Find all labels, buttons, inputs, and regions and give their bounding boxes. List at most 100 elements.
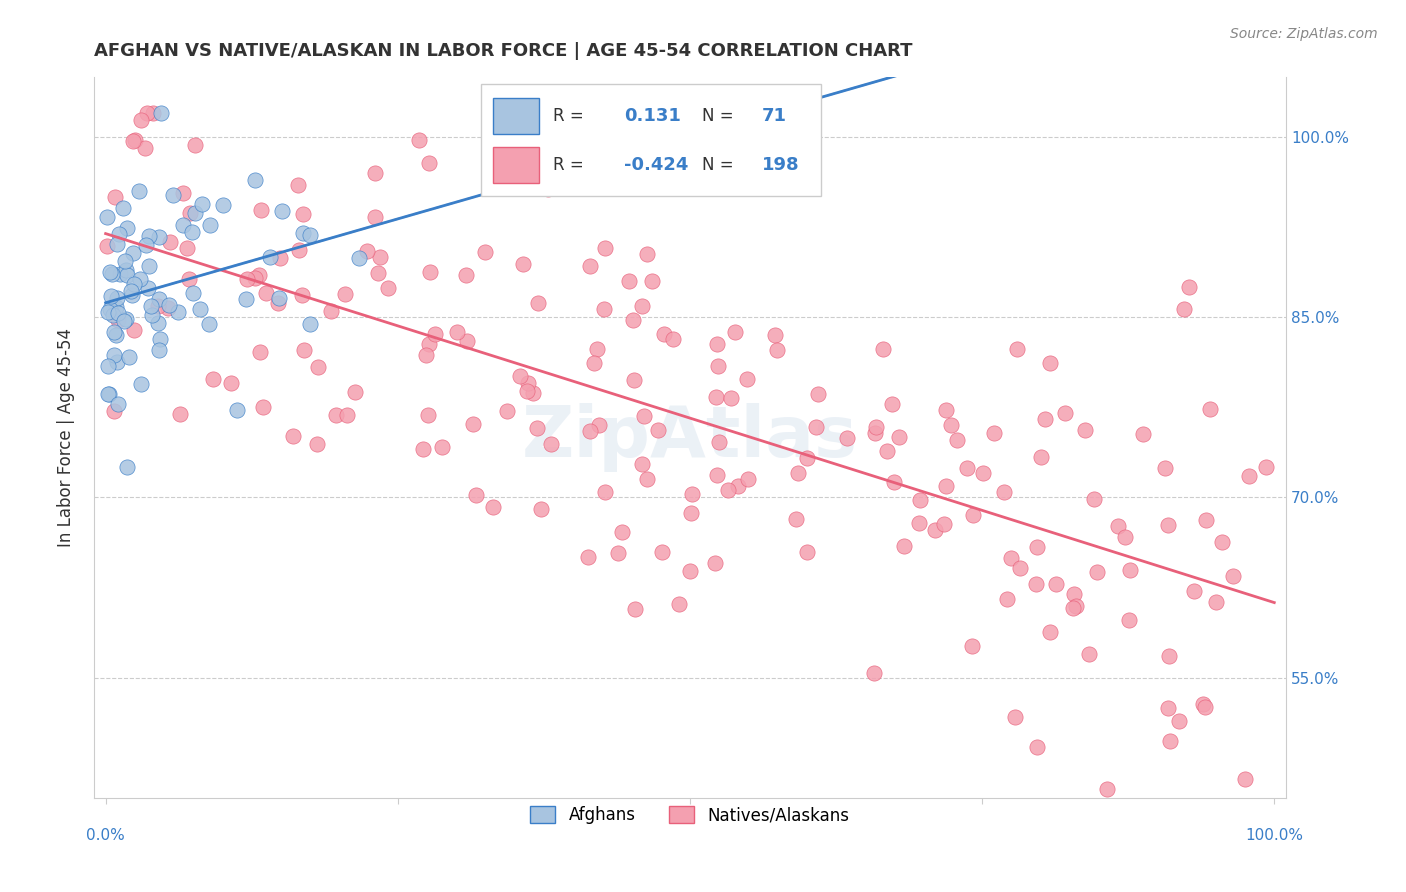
Point: [508, 144, 530, 158]
Point: [159, 235, 181, 250]
Point: [1026, 740, 1049, 755]
Point: [252, 400, 274, 414]
Point: [377, 281, 399, 295]
Point: [184, 206, 207, 220]
Point: [1168, 714, 1191, 729]
Text: ZipAtlas: ZipAtlas: [522, 402, 858, 472]
Point: [631, 299, 654, 313]
Point: [146, 299, 169, 313]
Text: Source: ZipAtlas.com: Source: ZipAtlas.com: [1230, 27, 1378, 41]
Point: [993, 484, 1015, 499]
Point: [517, 376, 540, 390]
Point: [415, 348, 437, 362]
Point: [681, 506, 703, 520]
Point: [219, 376, 242, 391]
Point: [865, 426, 887, 441]
Point: [527, 296, 550, 310]
Point: [1107, 518, 1129, 533]
Point: [1177, 280, 1199, 294]
Point: [681, 486, 703, 500]
Point: [148, 230, 170, 244]
Point: [343, 385, 366, 400]
Point: [766, 343, 789, 358]
Point: [162, 187, 184, 202]
Point: [707, 435, 730, 450]
Point: [583, 356, 606, 370]
Point: [1025, 541, 1047, 555]
Point: [703, 557, 725, 571]
Point: [249, 345, 271, 359]
Point: [226, 402, 249, 417]
Point: [198, 218, 221, 232]
Point: [269, 251, 291, 265]
Point: [169, 407, 191, 421]
Point: [1083, 491, 1105, 506]
Point: [121, 134, 143, 148]
Point: [107, 397, 129, 411]
Point: [299, 318, 322, 332]
Point: [541, 163, 564, 178]
Point: [983, 426, 1005, 441]
Point: [128, 271, 150, 285]
Point: [172, 218, 194, 232]
Point: [128, 185, 150, 199]
Point: [356, 244, 378, 258]
Point: [579, 424, 602, 438]
Point: [184, 138, 207, 153]
Point: [181, 225, 204, 239]
Point: [270, 203, 292, 218]
Point: [142, 105, 165, 120]
Point: [945, 433, 967, 447]
Point: [114, 311, 136, 326]
Point: [585, 342, 607, 356]
Point: [419, 265, 441, 279]
Point: [202, 372, 225, 386]
Point: [962, 508, 984, 522]
Point: [522, 386, 544, 401]
Point: [197, 317, 219, 331]
Point: [720, 391, 742, 405]
Point: [245, 270, 267, 285]
Point: [662, 332, 685, 346]
Point: [735, 372, 758, 386]
Point: [105, 237, 128, 252]
Text: 71: 71: [762, 107, 786, 125]
Point: [104, 190, 127, 204]
Point: [105, 355, 128, 369]
Point: [243, 173, 266, 187]
Point: [325, 409, 347, 423]
Point: [932, 516, 955, 531]
Point: [737, 473, 759, 487]
Point: [336, 408, 359, 422]
Point: [679, 564, 702, 578]
Point: [1114, 529, 1136, 543]
Point: [1182, 583, 1205, 598]
Point: [115, 220, 138, 235]
Point: [367, 266, 389, 280]
Point: [482, 500, 505, 514]
Point: [149, 105, 172, 120]
Point: [1054, 405, 1077, 419]
Point: [292, 343, 315, 358]
Point: [706, 336, 728, 351]
Point: [107, 292, 129, 306]
Point: [370, 250, 392, 264]
Point: [621, 313, 644, 327]
Point: [512, 257, 534, 271]
Point: [287, 178, 309, 193]
Point: [872, 343, 894, 357]
Point: [333, 286, 356, 301]
Point: [138, 259, 160, 273]
Point: [876, 444, 898, 458]
Point: [418, 408, 440, 422]
Point: [1195, 513, 1218, 527]
Point: [129, 376, 152, 391]
Point: [1078, 647, 1101, 661]
Point: [136, 105, 159, 120]
Point: [100, 267, 122, 281]
Point: [412, 442, 434, 457]
Point: [269, 291, 291, 305]
Point: [108, 267, 131, 281]
Point: [924, 523, 946, 537]
Point: [1222, 569, 1244, 583]
